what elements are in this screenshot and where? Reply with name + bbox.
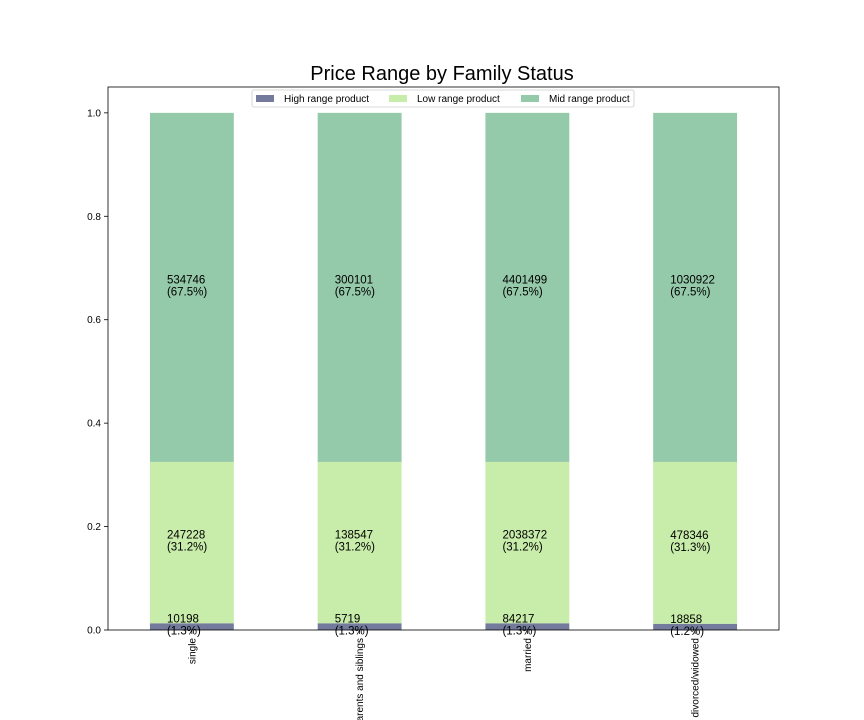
x-tick-label: divorced/widowed bbox=[691, 638, 702, 718]
bar-value-label: 4401499 bbox=[502, 274, 547, 286]
bar-value-label: (31.2%) bbox=[335, 542, 375, 554]
bar-segment bbox=[317, 623, 402, 630]
legend-swatch bbox=[389, 95, 407, 102]
bar-value-label: (67.5%) bbox=[167, 286, 207, 298]
bar-segment bbox=[149, 461, 234, 624]
bar-segment bbox=[653, 112, 738, 462]
bar-value-label: (31.2%) bbox=[167, 542, 207, 554]
bar-segment bbox=[485, 623, 570, 630]
bar-value-label: (67.5%) bbox=[502, 286, 542, 298]
legend-label: High range product bbox=[284, 94, 369, 105]
bar-value-label: (1.3%) bbox=[167, 626, 201, 638]
bar-segment bbox=[317, 112, 402, 462]
bar-value-label: (31.3%) bbox=[670, 542, 710, 554]
bar-value-label: (1.3%) bbox=[335, 626, 369, 638]
x-tick-label: parents and siblings bbox=[355, 638, 366, 720]
bar-value-label: 84217 bbox=[502, 614, 534, 626]
legend: High range product Low range product Mid r… bbox=[251, 89, 635, 108]
bar-segment bbox=[317, 461, 402, 624]
legend-swatch bbox=[256, 95, 274, 102]
legend-swatch bbox=[521, 95, 539, 102]
bar-value-label: 10198 bbox=[167, 614, 199, 626]
chart-title: Price Range by Family Status bbox=[310, 63, 573, 85]
bar-value-label: (1.2%) bbox=[670, 626, 704, 638]
bar-value-label: 5719 bbox=[335, 614, 361, 626]
y-tick-label: 1.0 bbox=[87, 108, 101, 119]
bar-segment bbox=[149, 623, 234, 630]
x-tick-label: married bbox=[523, 638, 534, 672]
bar-value-label: 534746 bbox=[167, 274, 205, 286]
bar-value-label: 247228 bbox=[167, 530, 205, 542]
bar-value-label: 138547 bbox=[335, 530, 373, 542]
y-tick-label: 0.0 bbox=[87, 626, 101, 637]
legend-label: Mid range product bbox=[549, 94, 630, 105]
bar-segment bbox=[653, 623, 738, 630]
bar-value-label: (67.5%) bbox=[335, 286, 375, 298]
plot-area: 10198(1.3%)247228(31.2%)534746(67.5%)571… bbox=[87, 86, 780, 720]
bar-value-label: 478346 bbox=[670, 530, 708, 542]
bar-value-label: (1.3%) bbox=[502, 626, 536, 638]
bar-segment bbox=[653, 461, 738, 624]
y-tick-label: 0.6 bbox=[87, 315, 101, 326]
plot-frame bbox=[107, 86, 780, 631]
bar-segment bbox=[485, 461, 570, 624]
bar-value-label: (31.2%) bbox=[502, 542, 542, 554]
y-tick-label: 0.8 bbox=[87, 212, 101, 223]
bar-value-label: 2038372 bbox=[502, 530, 547, 542]
bar-value-label: 18858 bbox=[670, 614, 702, 626]
x-tick-label: single bbox=[187, 638, 198, 665]
bar-value-label: 1030922 bbox=[670, 274, 715, 286]
bar-value-label: (67.5%) bbox=[670, 286, 710, 298]
bar-value-label: 300101 bbox=[335, 274, 373, 286]
legend-box bbox=[251, 89, 635, 108]
legend-label: Low range product bbox=[417, 94, 500, 105]
bar-segment bbox=[149, 112, 234, 462]
bar-segment bbox=[485, 112, 570, 462]
y-tick-label: 0.4 bbox=[87, 419, 101, 430]
y-tick-label: 0.2 bbox=[87, 522, 101, 533]
